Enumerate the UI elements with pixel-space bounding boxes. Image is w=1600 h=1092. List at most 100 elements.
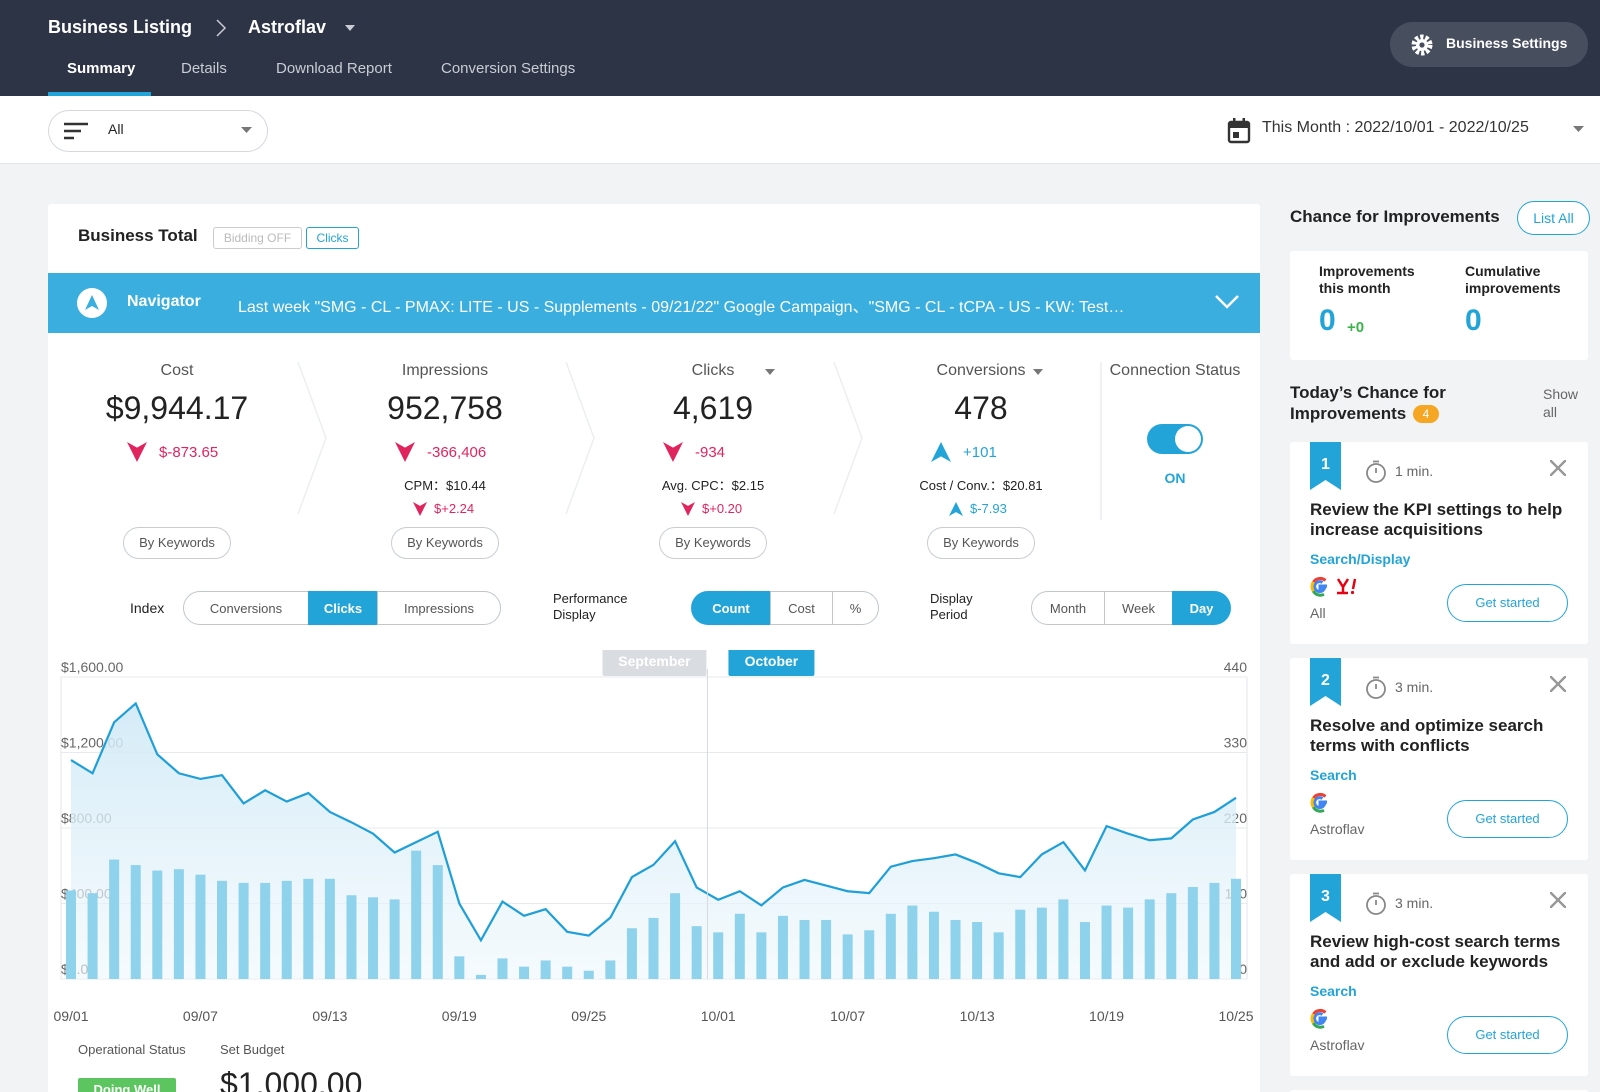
footer-label: Operational Status [78, 1042, 186, 1057]
get-started-button[interactable]: Get started [1447, 584, 1568, 622]
x-tick-label: 09/07 [183, 1008, 218, 1024]
bar [152, 870, 163, 979]
rank: 1 [1321, 456, 1330, 473]
bar [1036, 907, 1047, 979]
bar [303, 878, 314, 979]
kpi-sub-change: $+2.24 [434, 501, 475, 516]
tab[interactable]: Download Report [276, 60, 392, 77]
bar [1187, 887, 1198, 979]
budget: $1,000.00 [220, 1066, 363, 1092]
x-tick-label: 09/25 [571, 1008, 606, 1024]
caret[interactable] [1033, 369, 1043, 375]
x-tick-label: 10/25 [1218, 1008, 1253, 1024]
bar [648, 917, 659, 979]
bar [734, 913, 745, 979]
rank-ribbon [1310, 442, 1341, 490]
breadcrumb[interactable]: Astroflav [248, 17, 327, 37]
performance-option[interactable]: % [832, 591, 879, 625]
bar [475, 974, 486, 979]
x-tick-label: 09/13 [312, 1008, 347, 1024]
campaign-type: Search [1310, 767, 1357, 783]
close-button[interactable] [1550, 676, 1566, 692]
stat-value: 0 [1465, 304, 1482, 337]
performance-option[interactable]: Cost [770, 591, 833, 625]
timer-icon [1366, 892, 1386, 915]
navigator-bar[interactable] [48, 273, 1260, 333]
control-label: Display Period [930, 591, 973, 622]
stat-label: Cumulative improvements [1465, 263, 1561, 296]
index-option[interactable]: Conversions [183, 591, 309, 625]
bar [411, 850, 422, 979]
down-arrow [663, 442, 683, 462]
bar [842, 934, 853, 979]
calendar-icon[interactable] [1227, 118, 1251, 144]
bar [173, 869, 184, 979]
month-tag [602, 650, 707, 676]
tag: Clicks [306, 227, 359, 249]
index-option[interactable]: Impressions [377, 591, 501, 625]
duration: 3 min. [1395, 679, 1434, 695]
by-keywords-button[interactable]: By Keywords [927, 527, 1035, 559]
caret [1573, 126, 1584, 132]
breadcrumb[interactable]: Business Listing [48, 17, 193, 37]
connection-label: Connection Status [1109, 362, 1241, 379]
show-all-link[interactable]: Show all [1543, 386, 1579, 420]
kpi-label: Clicks [691, 362, 735, 379]
tab[interactable]: Summary [67, 60, 136, 77]
period-option[interactable]: Month [1031, 591, 1105, 625]
control-label: Index [130, 600, 165, 616]
y2-tick-label: 0 [1239, 961, 1247, 977]
duration: 1 min. [1395, 463, 1434, 479]
card-title: Review the KPI settings to help increase… [1310, 500, 1563, 539]
timer-icon [1366, 460, 1386, 483]
campaign-type: Search/Display [1310, 551, 1411, 567]
by-keywords-button[interactable]: By Keywords [123, 527, 231, 559]
down-arrow [681, 502, 695, 516]
period-option[interactable]: Week [1104, 591, 1173, 625]
expand-icon[interactable] [1214, 293, 1240, 311]
y-tick-label: $1,600.00 [61, 659, 123, 675]
kpi-value: 4,619 [672, 390, 754, 426]
caret[interactable] [765, 369, 775, 375]
bar [238, 882, 249, 979]
close-button[interactable] [1550, 892, 1566, 908]
bar [885, 913, 896, 979]
area [71, 703, 1236, 979]
by-keywords-button[interactable]: By Keywords [659, 527, 767, 559]
x-tick-label: 09/19 [442, 1008, 477, 1024]
x-tick-label: 10/01 [701, 1008, 736, 1024]
bar [368, 897, 379, 979]
bar [87, 893, 98, 979]
index-option[interactable]: Clicks [308, 591, 378, 625]
tab[interactable]: Details [181, 60, 227, 77]
y2-tick-label: 330 [1224, 735, 1248, 751]
close-button[interactable] [1550, 460, 1566, 476]
list-all-button[interactable]: List All [1517, 201, 1590, 235]
filter-select[interactable] [48, 110, 268, 152]
bar [346, 895, 357, 979]
caret[interactable] [344, 24, 356, 32]
bar [1101, 905, 1112, 979]
bar [1231, 878, 1241, 979]
bar [777, 915, 788, 979]
timer-icon [1366, 676, 1386, 699]
bar [1123, 907, 1134, 979]
performance-option[interactable]: Count [691, 591, 771, 625]
account: Astroflav [1310, 1037, 1365, 1053]
get-started-button[interactable]: Get started [1447, 1016, 1568, 1054]
x-tick-label: 09/01 [53, 1008, 88, 1024]
bar [260, 882, 271, 979]
bar [583, 970, 594, 979]
period-option[interactable]: Day [1172, 591, 1231, 625]
by-keywords-button[interactable]: By Keywords [391, 527, 499, 559]
month-tag-label: September [618, 653, 691, 669]
tab[interactable]: Conversion Settings [441, 60, 576, 77]
date-range[interactable]: This Month : 2022/10/01 - 2022/10/25 [1262, 119, 1529, 136]
bar [972, 922, 983, 979]
card-title: Resolve and optimize search terms with c… [1310, 716, 1544, 755]
bar [864, 930, 875, 979]
up-arrow [931, 442, 951, 462]
get-started-button[interactable]: Get started [1447, 800, 1568, 838]
bar [993, 932, 1004, 979]
